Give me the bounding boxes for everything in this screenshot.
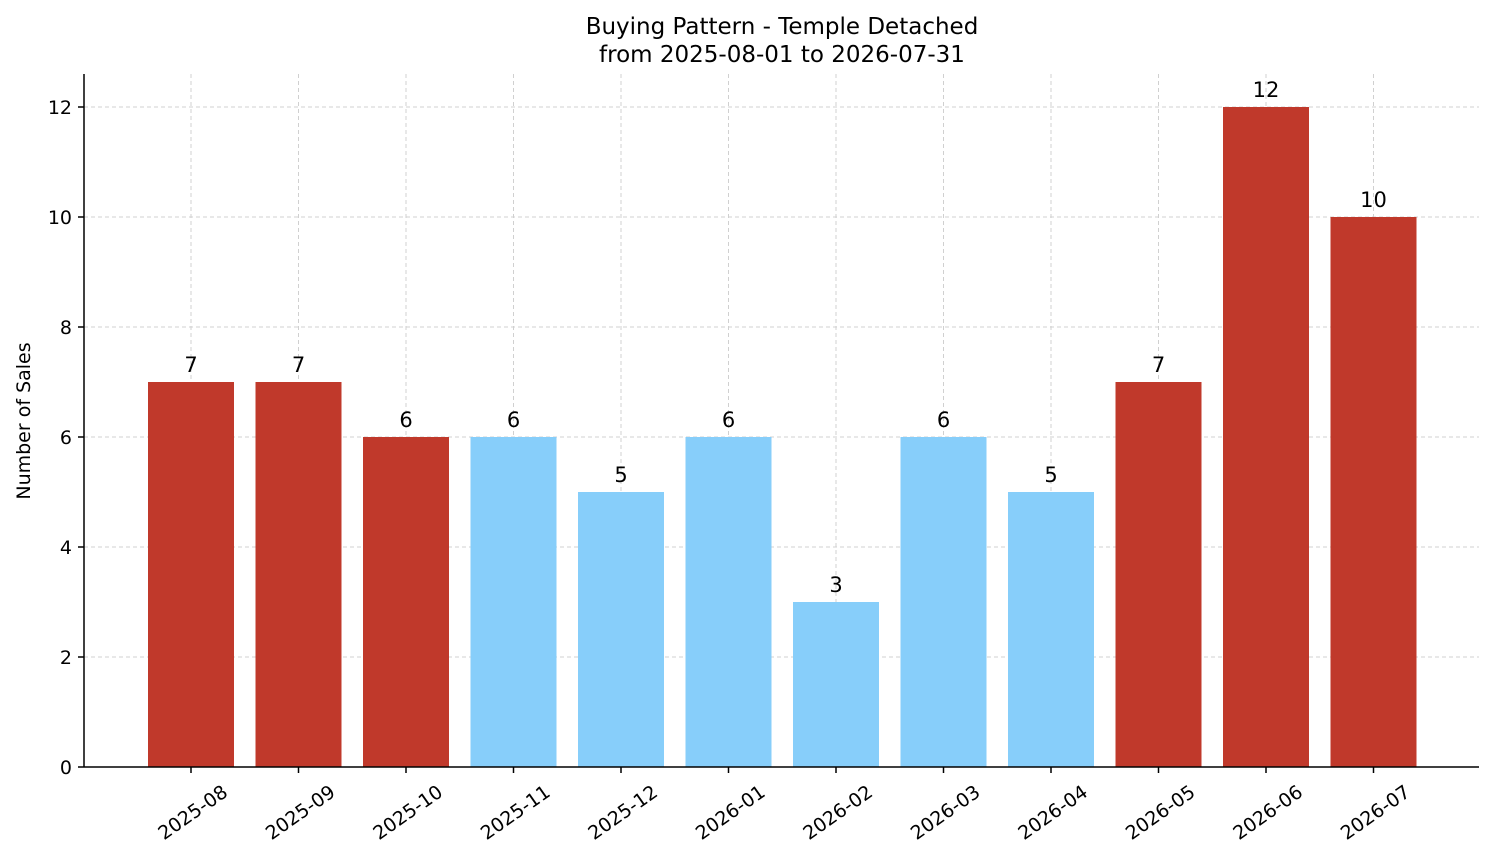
- data-label: 5: [614, 463, 627, 487]
- bar-2025-10: [363, 437, 449, 767]
- x-tick-label: 2025-10: [369, 781, 447, 845]
- bar-2026-01: [685, 437, 772, 767]
- y-tick-label: 4: [60, 537, 72, 559]
- bar-2026-06: [1223, 107, 1309, 767]
- x-tick-label: 2025-08: [154, 781, 232, 845]
- x-tick-label: 2026-03: [907, 781, 985, 845]
- data-label: 7: [1152, 353, 1165, 377]
- bar-2026-02: [793, 602, 879, 767]
- bar-2026-04: [1008, 492, 1094, 767]
- y-tick-label: 10: [48, 207, 72, 229]
- y-tick-label: 0: [60, 757, 72, 779]
- bar-2025-08: [148, 382, 234, 767]
- x-tick-label: 2025-12: [584, 781, 662, 845]
- x-tick-label: 2026-07: [1337, 781, 1415, 845]
- y-tick-label: 8: [60, 317, 72, 339]
- y-tick-label: 2: [60, 647, 72, 669]
- data-label: 6: [722, 408, 735, 432]
- chart-title-line-1: Buying Pattern - Temple Detached: [586, 14, 979, 40]
- y-tick-label: 6: [60, 427, 72, 449]
- data-label: 10: [1360, 188, 1387, 212]
- x-tick-label: 2026-01: [692, 781, 770, 845]
- chart-title-line-2: from 2025-08-01 to 2026-07-31: [599, 42, 965, 68]
- plot-area: 7 7 6 6 5 6 3 6 5 7 12 10 0 2 4 6 8 10 12 2025-08 2025-09 202…: [48, 74, 1479, 845]
- bar-2026-05: [1115, 382, 1202, 767]
- y-axis-label: Number of Sales: [13, 342, 35, 499]
- bar-2025-11: [470, 437, 557, 767]
- x-tick-label: 2026-06: [1229, 781, 1307, 845]
- data-label: 7: [292, 353, 305, 377]
- x-tick-label: 2025-11: [477, 781, 555, 845]
- bar-2025-09: [255, 382, 342, 767]
- bar-2025-12: [578, 492, 664, 767]
- bar-2026-03: [900, 437, 987, 767]
- data-label: 6: [399, 408, 412, 432]
- data-label: 3: [829, 573, 842, 597]
- data-label: 6: [937, 408, 950, 432]
- x-tick-label: 2025-09: [262, 781, 340, 845]
- x-tick-label: 2026-02: [799, 781, 877, 845]
- y-tick-label: 12: [48, 97, 72, 119]
- data-label: 12: [1253, 78, 1280, 102]
- x-tick-label: 2026-04: [1014, 781, 1092, 845]
- data-label: 6: [507, 408, 520, 432]
- bar-2026-07: [1330, 217, 1417, 767]
- x-tick-label: 2026-05: [1122, 781, 1200, 845]
- data-label: 7: [184, 353, 197, 377]
- data-label: 5: [1044, 463, 1057, 487]
